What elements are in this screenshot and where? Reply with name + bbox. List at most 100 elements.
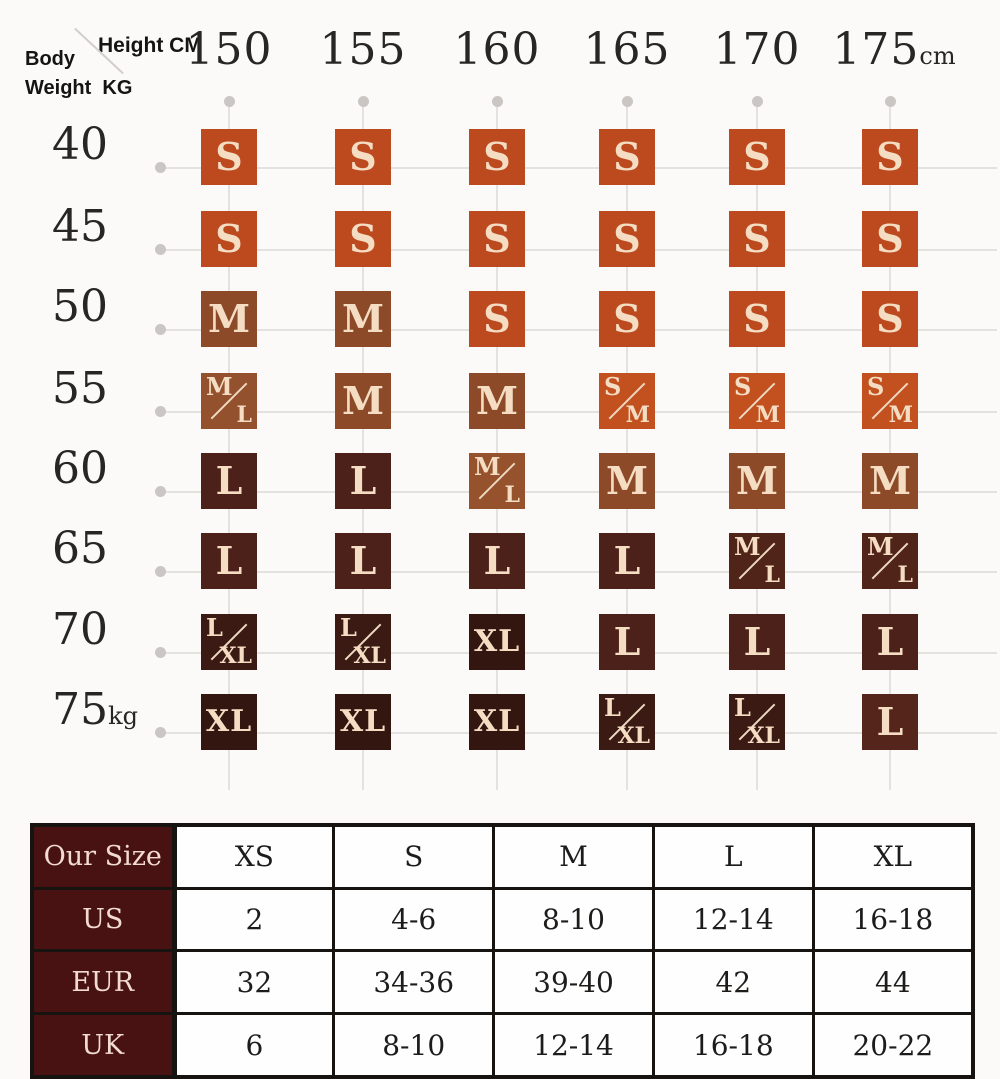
grid-hline xyxy=(160,329,997,331)
size-cell: M xyxy=(469,373,525,429)
size-cell: S xyxy=(862,129,918,185)
eur-s-value: 34-36 xyxy=(332,949,496,1016)
grid-dot xyxy=(155,486,166,497)
grid-dot xyxy=(224,96,235,107)
row-label-us: US xyxy=(30,886,177,953)
us-s-value: 4-6 xyxy=(332,886,496,953)
size-cell: M xyxy=(599,453,655,509)
size-cell: M xyxy=(729,453,785,509)
col-header-175: 175cm xyxy=(832,24,956,75)
weight-axis-label-line2: Weight KG xyxy=(25,77,132,100)
row-label-uk: UK xyxy=(30,1012,177,1079)
eur-m-value: 39-40 xyxy=(492,949,655,1016)
grid-dot xyxy=(155,566,166,577)
size-cell: S xyxy=(729,129,785,185)
size-cell: S xyxy=(729,211,785,267)
grid-dot xyxy=(155,162,166,173)
eur-xs-value: 32 xyxy=(172,949,336,1016)
grid-dot xyxy=(155,244,166,255)
grid-hline xyxy=(160,732,997,734)
row-header-40: 40 xyxy=(52,119,108,170)
col-header-155: 155 xyxy=(319,24,407,75)
uk-xl-value: 20-22 xyxy=(811,1012,975,1079)
size-cell: L xyxy=(599,614,655,670)
size-cell: S xyxy=(862,291,918,347)
us-m-value: 8-10 xyxy=(492,886,655,953)
size-cell: S xyxy=(862,211,918,267)
col-header-160: 160 xyxy=(453,24,541,75)
grid-dot xyxy=(622,96,633,107)
size-cell: S xyxy=(201,129,257,185)
grid-hline xyxy=(160,411,997,413)
eur-l-value: 42 xyxy=(651,949,815,1016)
size-cell-split: L XL xyxy=(201,614,257,670)
size-cell: L xyxy=(335,453,391,509)
uk-xs-value: 6 xyxy=(172,1012,336,1079)
size-cell: L xyxy=(862,614,918,670)
size-cell: M xyxy=(335,291,391,347)
col-header-150: 150 xyxy=(185,24,273,75)
col-header-s: S xyxy=(332,823,496,890)
table-row-uk: UK 6 8-10 12-14 16-18 20-22 xyxy=(30,1012,975,1079)
grid-hline xyxy=(160,167,997,169)
row-header-60: 60 xyxy=(52,443,108,494)
height-axis-label: Height CM xyxy=(98,34,202,57)
row-header-70: 70 xyxy=(52,604,108,655)
size-cell: L xyxy=(469,533,525,589)
size-cell: S xyxy=(599,211,655,267)
size-cell: L xyxy=(201,453,257,509)
us-xs-value: 2 xyxy=(172,886,336,953)
size-cell: XL xyxy=(335,694,391,750)
size-cell: L xyxy=(862,694,918,750)
height-weight-matrix: Height CM Body Weight KG 150 155 160 165… xyxy=(25,24,997,790)
grid-hline xyxy=(160,652,997,654)
size-cell: XL xyxy=(201,694,257,750)
grid-vline xyxy=(362,102,364,790)
grid-dot xyxy=(155,647,166,658)
size-cell: S xyxy=(469,291,525,347)
size-cell-split: L XL xyxy=(335,614,391,670)
table-row-eur: EUR 32 34-36 39-40 42 44 xyxy=(30,949,975,1016)
size-cell: S xyxy=(335,211,391,267)
size-cell: S xyxy=(469,129,525,185)
size-cell: L xyxy=(201,533,257,589)
grid-hline xyxy=(160,249,997,251)
grid-dot xyxy=(492,96,503,107)
weight-word: Weight xyxy=(25,77,92,99)
grid-dot xyxy=(752,96,763,107)
grid-vline xyxy=(496,102,498,790)
grid-dot xyxy=(155,406,166,417)
size-cell: M xyxy=(862,453,918,509)
eur-xl-value: 44 xyxy=(811,949,975,1016)
row-header-55: 55 xyxy=(52,363,108,414)
col-header-l: L xyxy=(651,823,815,890)
our-size-header: Our Size xyxy=(30,823,177,890)
kg-unit: KG xyxy=(102,77,133,99)
table-row-us: US 2 4-6 8-10 12-14 16-18 xyxy=(30,886,975,953)
grid-vline xyxy=(626,102,628,790)
row-header-75: 75kg xyxy=(52,684,138,735)
size-conversion-table: Our Size XS S M L XL US 2 4-6 8-10 12-14… xyxy=(30,823,975,1079)
grid-dot xyxy=(155,324,166,335)
col-header-xl: XL xyxy=(811,823,975,890)
size-cell: M xyxy=(201,291,257,347)
col-header-xs: XS xyxy=(172,823,336,890)
size-cell: S xyxy=(335,129,391,185)
col-header-170: 170 xyxy=(713,24,801,75)
size-cell-split: L XL xyxy=(729,694,785,750)
grid-dot xyxy=(155,727,166,738)
size-cell: L xyxy=(599,533,655,589)
grid-dot xyxy=(358,96,369,107)
grid-hline xyxy=(160,491,997,493)
size-cell: S xyxy=(599,291,655,347)
row-header-65: 65 xyxy=(52,523,108,574)
grid-vline xyxy=(756,102,758,790)
uk-l-value: 16-18 xyxy=(651,1012,815,1079)
size-cell: L xyxy=(335,533,391,589)
row-header-50: 50 xyxy=(52,281,108,332)
size-cell: XL xyxy=(469,614,525,670)
